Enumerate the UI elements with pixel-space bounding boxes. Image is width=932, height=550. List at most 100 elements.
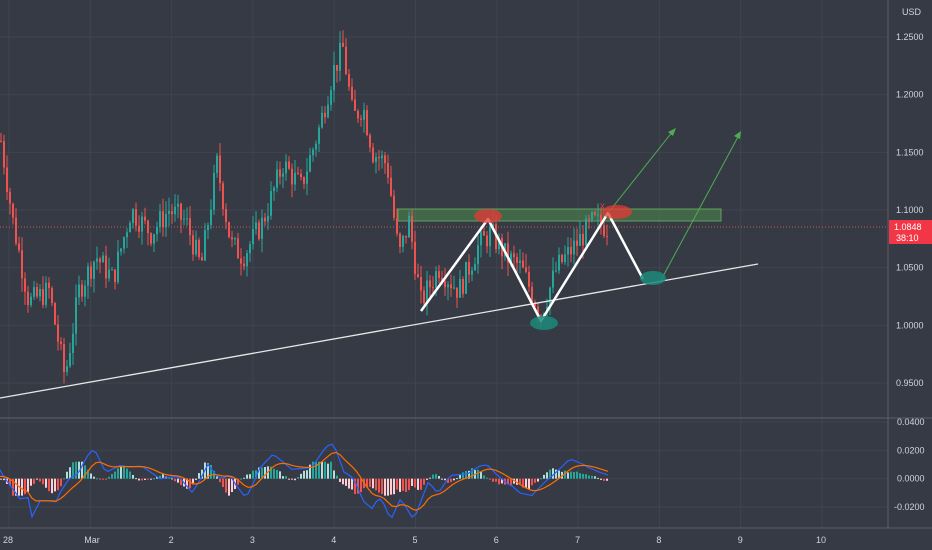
macd-histogram-bar bbox=[360, 478, 362, 493]
macd-histogram-bar bbox=[225, 478, 227, 493]
macd-histogram-bar bbox=[408, 478, 410, 491]
candle-body bbox=[549, 287, 551, 307]
time-tick-label: 8 bbox=[656, 535, 661, 545]
candle-body bbox=[267, 215, 269, 222]
macd-histogram-bar bbox=[582, 473, 584, 479]
macd-histogram-bar bbox=[147, 478, 149, 480]
candle-body bbox=[576, 240, 578, 246]
macd-histogram-bar bbox=[402, 478, 404, 491]
macd-histogram-bar bbox=[120, 466, 122, 479]
candle-body bbox=[459, 279, 461, 298]
macd-histogram-bar bbox=[171, 478, 173, 480]
candle-body bbox=[213, 172, 215, 210]
macd-histogram-bar bbox=[135, 478, 137, 480]
candle-body bbox=[363, 109, 365, 120]
macd-histogram-bar bbox=[99, 478, 101, 480]
macd-histogram-bar bbox=[279, 471, 281, 479]
macd-histogram-bar bbox=[354, 478, 356, 495]
macd-axis-labels[interactable]: 0.0400 0.0200 0.0000 -0.0200 bbox=[894, 417, 925, 512]
candle-body bbox=[195, 239, 197, 255]
candle-body bbox=[81, 284, 83, 297]
macd-histogram-bar bbox=[369, 478, 371, 487]
candle-body bbox=[528, 271, 530, 287]
candle-body bbox=[429, 280, 431, 288]
macd-histogram-bar bbox=[282, 476, 284, 479]
candle-body bbox=[300, 173, 302, 178]
projection-arrow-1 bbox=[607, 130, 674, 214]
macd-histogram-bar bbox=[246, 474, 248, 479]
time-axis-labels[interactable]: 28 Mar 2 3 4 5 6 7 8 9 10 bbox=[3, 535, 826, 545]
macd-histogram-bar bbox=[186, 478, 188, 489]
macd-histogram-bar bbox=[390, 478, 392, 495]
macd-histogram-bar bbox=[432, 474, 434, 479]
x-marker: x bbox=[600, 201, 605, 212]
price-tick-label: 0.9500 bbox=[896, 378, 924, 388]
macd-histogram-bar bbox=[129, 471, 131, 479]
candle-body bbox=[330, 90, 332, 105]
candle-body bbox=[75, 297, 77, 334]
candle-body bbox=[237, 238, 239, 259]
candle-body bbox=[252, 229, 254, 245]
candle-body bbox=[306, 171, 308, 184]
macd-histogram-bar bbox=[372, 478, 374, 489]
candle-body bbox=[210, 209, 212, 226]
candle-body bbox=[153, 234, 155, 244]
macd-histogram-bar bbox=[210, 464, 212, 479]
candle-body bbox=[126, 232, 128, 238]
macd-histogram-bar bbox=[228, 478, 230, 496]
time-tick-label: 28 bbox=[3, 535, 13, 545]
candle-body bbox=[450, 284, 452, 289]
macd-histogram-bar bbox=[162, 474, 164, 479]
macd-histogram-bar bbox=[396, 478, 398, 490]
candle-body bbox=[303, 177, 305, 184]
macd-histogram-bar bbox=[525, 478, 527, 489]
price-axis-labels[interactable]: 1.2500 1.2000 1.1500 1.1000 1.0500 1.0000 0.95… bbox=[896, 32, 924, 388]
candle-body bbox=[321, 112, 323, 128]
macd-histogram-bar bbox=[498, 478, 500, 485]
candle-body bbox=[141, 216, 143, 232]
macd-histogram-bar bbox=[447, 478, 449, 483]
macd-histogram-bar bbox=[603, 478, 605, 481]
currency-label: USD bbox=[902, 7, 922, 17]
candle-body bbox=[249, 244, 251, 254]
macd-histogram-bar bbox=[156, 476, 158, 479]
macd-histogram-bar bbox=[537, 478, 539, 482]
macd-histogram-bar bbox=[465, 471, 467, 479]
macd-histogram-bar bbox=[297, 476, 299, 479]
candle-body bbox=[93, 261, 95, 279]
candle-body bbox=[264, 217, 266, 222]
macd-histogram-bar bbox=[417, 478, 419, 490]
macd-histogram-bar bbox=[357, 478, 359, 494]
candle-body bbox=[285, 161, 287, 174]
macd-histogram-bar bbox=[15, 478, 17, 496]
macd-histogram-bar bbox=[564, 470, 566, 479]
candle-body bbox=[183, 218, 185, 220]
macd-histogram-bar bbox=[459, 474, 461, 479]
price-tick-label: 1.2000 bbox=[896, 90, 924, 100]
macd-histogram-bar bbox=[192, 478, 194, 485]
candle-body bbox=[555, 270, 557, 272]
macd-histogram-bar bbox=[132, 474, 134, 479]
macd-histogram-bar bbox=[600, 478, 602, 480]
macd-histogram-bar bbox=[342, 478, 344, 485]
candle-body bbox=[516, 257, 518, 264]
candle-body bbox=[603, 225, 605, 236]
candle-body bbox=[174, 206, 176, 215]
macd-histogram-bar bbox=[9, 478, 11, 486]
candle-body bbox=[159, 211, 161, 227]
candle-body bbox=[594, 212, 596, 215]
candle-body bbox=[87, 266, 89, 286]
candle-body bbox=[372, 147, 374, 163]
macd-histogram-bar bbox=[93, 476, 95, 479]
candle-body bbox=[186, 218, 188, 220]
macd-histogram-bar bbox=[546, 472, 548, 479]
candle-body bbox=[591, 212, 593, 220]
macd-histogram-bar bbox=[69, 467, 71, 479]
candle-body bbox=[114, 269, 116, 283]
candle-body bbox=[198, 239, 200, 258]
price-tick-label: 1.1000 bbox=[896, 205, 924, 215]
candle-body bbox=[489, 227, 491, 247]
macd-histogram-bar bbox=[111, 474, 113, 479]
candle-body bbox=[255, 222, 257, 230]
